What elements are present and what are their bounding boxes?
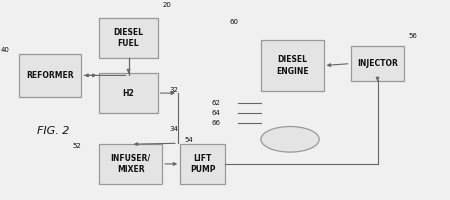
Text: LIFT: LIFT — [194, 154, 212, 163]
FancyBboxPatch shape — [99, 144, 162, 184]
FancyBboxPatch shape — [99, 18, 158, 58]
Text: H2: H2 — [123, 89, 135, 98]
Text: 62: 62 — [212, 100, 220, 106]
Text: 20: 20 — [162, 2, 171, 8]
Text: 34: 34 — [169, 126, 178, 132]
Circle shape — [261, 127, 319, 152]
Text: REFORMER: REFORMER — [26, 71, 74, 80]
Text: 54: 54 — [184, 137, 194, 143]
Text: DIESEL: DIESEL — [277, 55, 307, 64]
Text: PUMP: PUMP — [190, 165, 215, 174]
Text: 32: 32 — [169, 87, 178, 93]
Text: FIG. 2: FIG. 2 — [36, 126, 69, 136]
Text: DIESEL: DIESEL — [113, 28, 144, 37]
FancyBboxPatch shape — [180, 144, 225, 184]
Text: 64: 64 — [212, 110, 220, 116]
Text: 56: 56 — [409, 33, 418, 39]
Text: ENGINE: ENGINE — [276, 67, 309, 76]
FancyBboxPatch shape — [18, 54, 81, 97]
Text: 60: 60 — [230, 19, 238, 25]
FancyBboxPatch shape — [99, 73, 158, 113]
Text: 66: 66 — [212, 120, 220, 126]
Text: INFUSER/: INFUSER/ — [111, 154, 151, 163]
FancyBboxPatch shape — [351, 46, 405, 81]
Text: MIXER: MIXER — [117, 165, 144, 174]
Text: 40: 40 — [1, 47, 9, 53]
Text: INJECTOR: INJECTOR — [357, 59, 398, 68]
Text: FUEL: FUEL — [118, 39, 140, 48]
FancyBboxPatch shape — [261, 40, 324, 91]
Text: 52: 52 — [72, 143, 81, 149]
